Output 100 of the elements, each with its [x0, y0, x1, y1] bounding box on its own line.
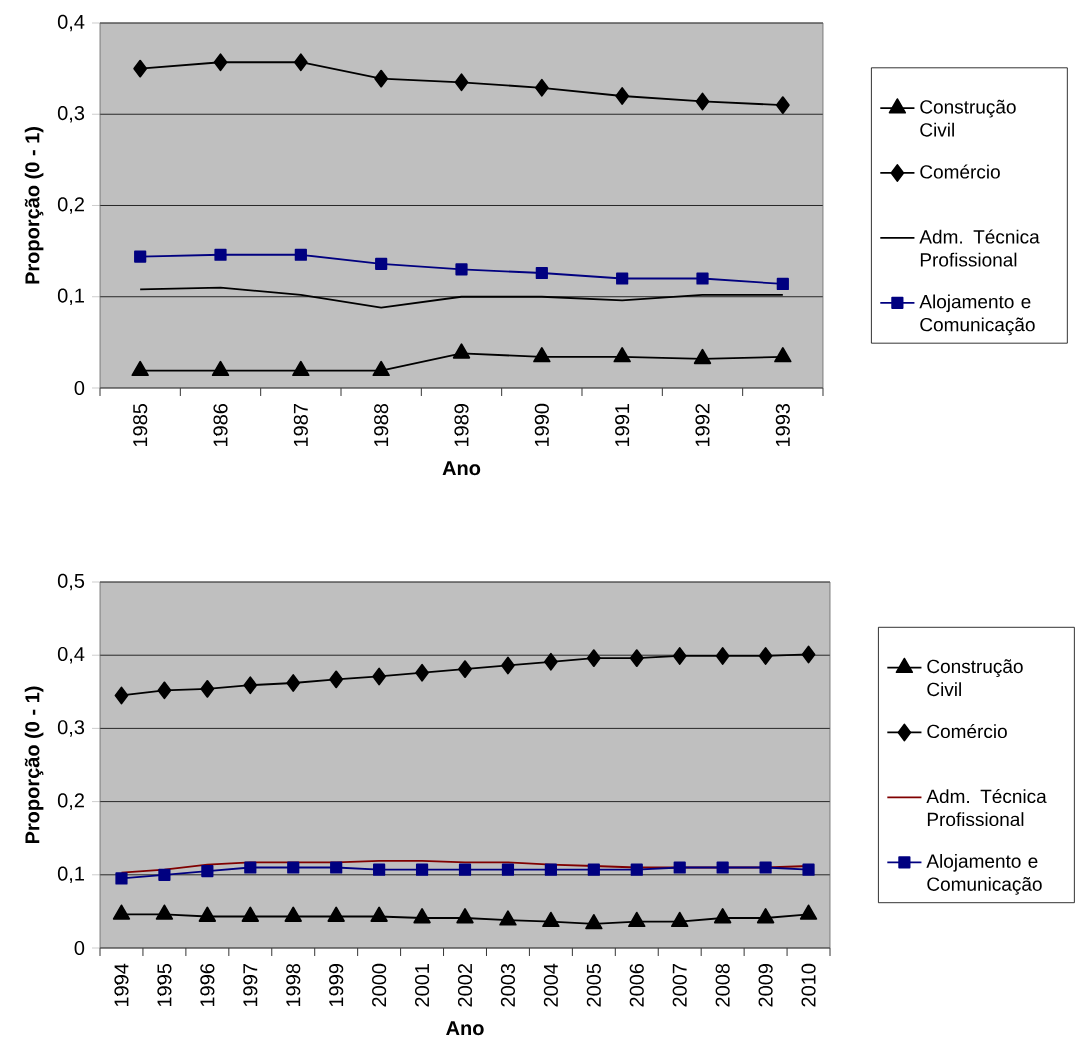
x-tick-label: 1992: [695, 404, 710, 447]
legend-label: Comércio: [927, 723, 1007, 739]
point: [213, 53, 228, 72]
point: [294, 248, 307, 261]
point: [716, 861, 729, 874]
x-tick-label: 2000: [372, 963, 387, 1007]
x-tick-label: 1991: [615, 404, 630, 447]
x-tick-label: 2002: [457, 964, 473, 1007]
x-tick-label: 1988: [374, 403, 389, 447]
point: [499, 910, 517, 926]
point: [544, 863, 557, 876]
point: [413, 908, 431, 924]
point: [673, 861, 686, 874]
point: [455, 263, 468, 276]
point: [586, 649, 601, 668]
point: [133, 59, 148, 78]
x-tick-label: 1999: [329, 964, 344, 1007]
point: [616, 272, 629, 285]
point: [201, 865, 214, 878]
x-tick-label: 2009: [758, 964, 773, 1007]
y-tick-label: 0,3: [57, 105, 85, 123]
point: [375, 257, 388, 270]
point: [533, 347, 551, 363]
point: [543, 652, 558, 671]
y-tick-label: 0: [74, 380, 85, 396]
x-tick-label: 2004: [543, 963, 558, 1007]
point: [373, 863, 386, 876]
point: [293, 53, 308, 72]
point: [671, 911, 689, 928]
point: [287, 861, 300, 874]
point: [131, 360, 149, 377]
x-tick-label: 2010: [801, 963, 816, 1007]
point: [327, 906, 345, 922]
point: [241, 906, 259, 922]
point: [802, 863, 815, 876]
y-tick-label: 0,4: [57, 14, 85, 32]
point: [292, 360, 310, 377]
legend-label: Comércio: [920, 164, 1000, 179]
point: [452, 343, 471, 359]
y-tick-label: 0,1: [57, 288, 84, 306]
point: [758, 647, 773, 665]
point: [115, 872, 128, 885]
point: [415, 863, 429, 876]
legend-label: Alojamento e Comunicação: [919, 294, 1035, 336]
x-axis-title: Ano: [442, 461, 481, 476]
y-tick-label: 0,4: [57, 646, 85, 664]
point: [456, 908, 474, 924]
point: [628, 911, 646, 928]
x-tick-label: 1995: [157, 963, 172, 1007]
point: [693, 348, 712, 365]
legend-label: Construção Civil: [920, 99, 1016, 137]
point: [370, 906, 388, 922]
point: [776, 277, 789, 291]
point: [759, 861, 772, 874]
y-tick-label: 0: [74, 940, 85, 956]
point: [501, 863, 515, 876]
point: [214, 248, 227, 261]
x-tick-label: 2006: [629, 963, 644, 1007]
point: [374, 69, 389, 88]
point: [114, 686, 129, 705]
y-tick-label: 0,3: [57, 720, 85, 737]
point: [211, 360, 230, 377]
point: [330, 861, 343, 874]
x-tick-label: 1994: [114, 963, 129, 1007]
point: [534, 78, 549, 97]
point: [415, 663, 429, 682]
y-axis-title: Proporção (0 - 1): [24, 127, 44, 284]
point: [134, 250, 147, 263]
point: [157, 681, 172, 700]
legend-label: Adm. Técnica Profissional: [919, 229, 1040, 267]
point: [372, 667, 387, 686]
x-tick-label: 2001: [414, 964, 430, 1007]
point: [713, 908, 732, 924]
x-tick-label: 1986: [213, 403, 228, 447]
point: [615, 87, 630, 105]
point: [715, 647, 730, 665]
point: [775, 96, 790, 115]
point: [587, 863, 600, 876]
y-tick-label: 0,1: [57, 866, 84, 884]
point: [454, 73, 469, 92]
x-tick-label: 1987: [293, 404, 308, 447]
x-tick-label: 2007: [672, 964, 687, 1007]
x-tick-label: 1993: [775, 403, 790, 447]
y-tick-label: 0,2: [57, 197, 84, 214]
y-axis-title: Proporção (0 - 1): [24, 686, 44, 844]
point: [629, 649, 644, 668]
point: [244, 861, 257, 874]
point: [243, 676, 258, 695]
point: [696, 272, 709, 285]
point: [284, 906, 302, 922]
x-tick-label: 1990: [534, 403, 549, 447]
point: [585, 913, 603, 930]
point: [286, 674, 301, 692]
x-tick-label: 1996: [200, 963, 215, 1007]
x-tick-label: 2008: [715, 963, 730, 1007]
x-tick-label: 1985: [133, 403, 148, 447]
legend-label: Adm. Técnica Profissional: [926, 788, 1047, 827]
x-tick-label: 1998: [286, 963, 301, 1007]
point: [198, 906, 217, 922]
point: [329, 670, 344, 689]
